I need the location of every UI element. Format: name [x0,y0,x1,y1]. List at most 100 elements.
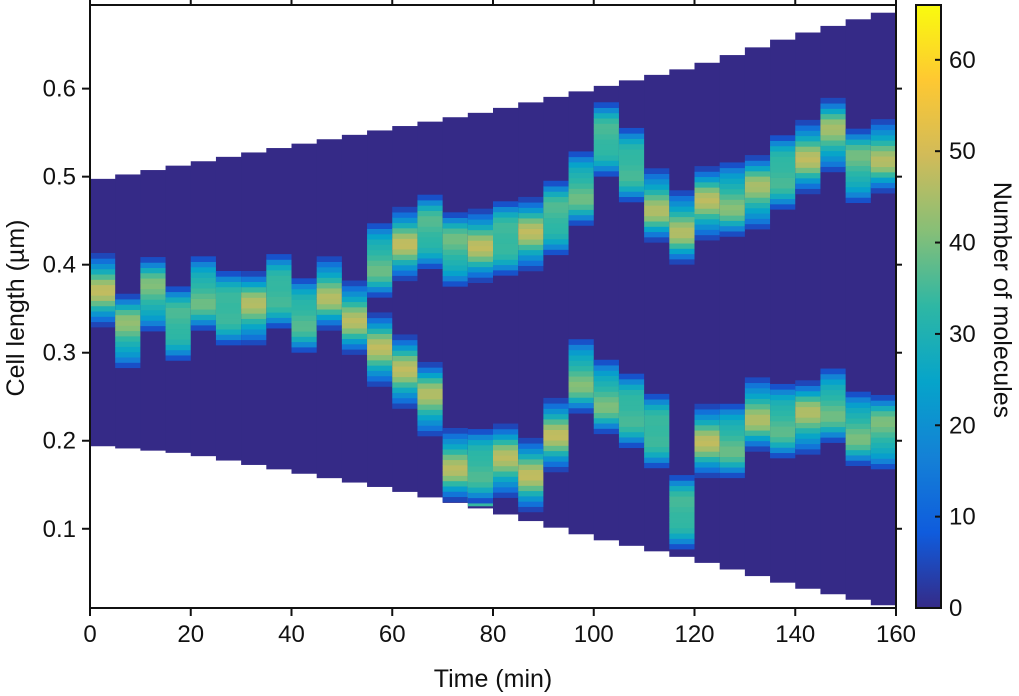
heatmap-cell [593,402,620,408]
heatmap-cell [442,459,469,466]
heatmap-column [644,74,670,552]
heatmap-cell [644,178,670,185]
y-tick-label: 0.5 [43,164,76,191]
heatmap-cell [820,405,847,412]
heatmap-cell [190,293,217,299]
heatmap-cell [367,359,393,366]
y-axis-title: Cell length (µm) [2,220,30,397]
heatmap-cell [417,263,444,270]
heatmap-cell [795,448,822,455]
heatmap-cell [694,451,721,457]
heatmap-cell [593,359,620,366]
heatmap-cell [392,345,419,351]
heatmap-cell [568,220,595,226]
heatmap-cell [518,437,544,444]
heatmap-cell [669,522,696,529]
heatmap-cell [719,419,746,426]
heatmap-cell [417,372,444,379]
heatmap-cell [140,272,167,279]
heatmap-cell [90,311,116,317]
heatmap-cell [719,446,746,452]
heatmap-cell [618,186,645,192]
heatmap-cell [845,391,872,398]
heatmap-cell [719,188,746,195]
heatmap-cell [442,254,469,261]
heatmap-cell [190,303,217,310]
colorbar-ticks: 0 10 20 30 40 50 60 [935,47,976,622]
heatmap-cell [568,407,595,414]
heatmap-cell [442,438,469,445]
heatmap-cell [694,203,721,209]
heatmap-cell [417,226,444,233]
heatmap-cell [467,460,494,467]
heatmap-cell [770,389,796,395]
heatmap-cell [593,370,620,377]
heatmap-cell [820,103,847,109]
heatmap-cell [719,440,746,447]
heatmap-cell [493,259,519,266]
heatmap-cell [770,135,796,141]
heatmap-cell [795,151,822,158]
heatmap-cell [618,378,645,385]
heatmap-cell [518,223,544,229]
heatmap-cell [518,244,544,251]
heatmap-cell [694,224,721,230]
heatmap-cell [266,322,293,329]
heatmap-column [744,47,771,577]
heatmap-cell [291,283,318,290]
heatmap-cell [115,330,141,337]
heatmap-cell [543,228,570,234]
heatmap-cell [543,413,570,420]
heatmap-cell [367,338,393,345]
heatmap-cell [543,244,570,250]
heatmap-cell [467,266,494,273]
heatmap-cell [820,97,847,104]
heatmap-cell [518,196,544,203]
heatmap-cell [744,446,771,452]
heatmap-cell [367,255,393,261]
heatmap-cell [493,248,519,255]
heatmap-cell [795,438,822,445]
heatmap-cell [795,427,822,434]
heatmap-cell [442,265,469,271]
heatmap-cell [719,456,746,463]
heatmap-cell [568,370,595,377]
heatmap-cell [644,189,670,196]
heatmap-cell [543,466,570,473]
heatmap-cell [694,419,721,426]
heatmap-cell [669,227,696,233]
heatmap-cell [518,212,544,219]
heatmap-cell [669,206,696,212]
heatmap-cell [568,204,595,210]
heatmap-cell [795,146,822,152]
heatmap-cell [90,274,116,280]
heatmap-cell [316,256,343,263]
heatmap-cells [90,12,897,606]
heatmap-cell [165,296,192,303]
heatmap-cell [417,247,444,254]
heatmap-cell [543,424,570,430]
heatmap-cell [719,183,746,190]
heatmap-cell [845,396,872,403]
heatmap-cell [618,175,645,182]
heatmap-cell [367,244,393,251]
heatmap-cell [291,299,318,306]
heatmap-cell [795,411,822,418]
heatmap-cell [795,172,822,179]
heatmap-cell [417,377,444,384]
heatmap-cell [593,380,620,387]
heatmap-cell [820,129,847,136]
heatmap-cell [417,242,444,248]
heatmap-cell [115,320,141,326]
heatmap-cell [316,324,343,331]
heatmap-cell [669,506,696,513]
heatmap-cell [316,314,343,321]
heatmap-cell [165,328,192,335]
heatmap-cell [770,452,796,459]
heatmap-cell [165,355,192,361]
heatmap-cell [291,315,318,321]
heatmap-cell [820,389,847,396]
heatmap-cell [316,272,343,278]
heatmap-cell [795,177,822,184]
heatmap-cell [694,181,721,188]
